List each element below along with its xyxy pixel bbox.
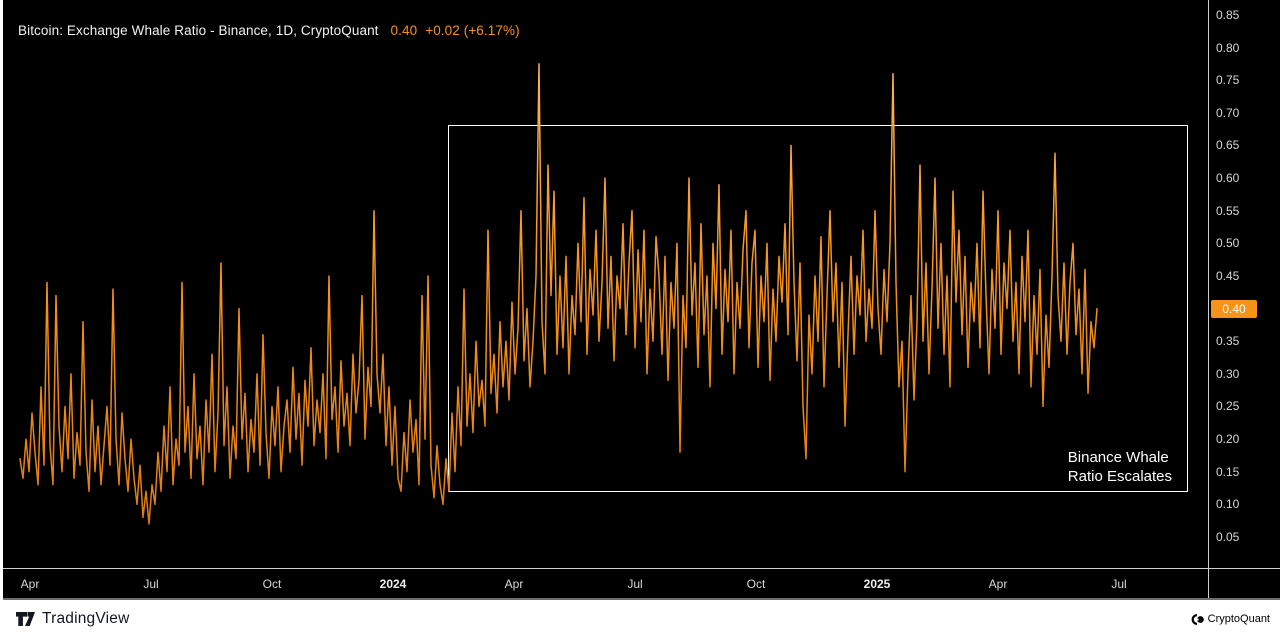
x-axis-tick: Jul [143, 577, 159, 591]
y-axis-tick: 0.85 [1216, 8, 1240, 22]
whale-ratio-line [19, 63, 1098, 525]
current-value: 0.40 [390, 23, 418, 38]
y-axis-tick: 0.10 [1216, 497, 1240, 511]
annotation-text: Binance Whale Ratio Escalates [1068, 448, 1172, 486]
tradingview-label: TradingView [42, 610, 130, 627]
x-axis-tick: Jul [627, 577, 643, 591]
y-axis-tick: 0.75 [1216, 73, 1240, 87]
y-axis-tick: 0.20 [1216, 432, 1240, 446]
y-axis-tick: 0.55 [1216, 204, 1240, 218]
x-axis-tick: Oct [746, 577, 766, 591]
price-line-chart[interactable] [3, 0, 1280, 598]
annotation-line-1: Binance Whale [1067, 449, 1169, 466]
y-axis-tick: 0.80 [1216, 41, 1240, 55]
price-scale[interactable]: 0.85 0.80 0.75 0.70 0.65 0.60 0.55 0.50 … [1209, 0, 1280, 568]
y-axis-tick: 0.70 [1216, 106, 1240, 120]
chart-legend-row: Bitcoin: Exchange Whale Ratio - Binance,… [18, 23, 520, 38]
tradingview-logo[interactable]: TradingView [16, 610, 130, 628]
y-axis-tick: 0.30 [1216, 367, 1240, 381]
y-axis-tick: 0.60 [1216, 171, 1240, 185]
cryptoquant-label: CryptoQuant [1207, 613, 1270, 625]
cryptoquant-logo[interactable]: CryptoQuant [1191, 613, 1270, 625]
chart-title: Bitcoin: Exchange Whale Ratio - Binance,… [18, 23, 379, 38]
annotation-box[interactable]: Binance Whale Ratio Escalates [448, 125, 1188, 492]
x-axis-tick: Jul [1111, 577, 1127, 591]
x-axis-tick-year: 2025 [863, 577, 891, 591]
x-axis-tick: Oct [262, 577, 282, 591]
annotation-line-2: Ratio Escalates [1067, 468, 1172, 485]
x-axis-tick: Apr [504, 577, 524, 591]
last-price-label: 0.40 [1211, 300, 1257, 318]
y-axis-tick: 0.50 [1216, 236, 1240, 250]
x-axis-tick: Apr [988, 577, 1008, 591]
y-axis-tick: 0.15 [1216, 465, 1240, 479]
footer-bar: TradingView CryptoQuant [0, 600, 1280, 638]
y-axis-tick: 0.35 [1216, 334, 1240, 348]
value-change: +0.02 (+6.17%) [425, 23, 520, 38]
cryptoquant-icon [1191, 613, 1204, 625]
chart-panel[interactable]: Bitcoin: Exchange Whale Ratio - Binance,… [3, 0, 1280, 600]
y-axis-tick: 0.05 [1216, 530, 1240, 544]
time-axis-separator [3, 568, 1280, 569]
tradingview-icon [16, 611, 35, 626]
x-axis-tick-year: 2024 [379, 577, 407, 591]
y-axis-tick: 0.65 [1216, 138, 1240, 152]
x-axis-tick: Apr [20, 577, 40, 591]
y-axis-tick: 0.45 [1216, 269, 1240, 283]
y-axis-tick: 0.25 [1216, 399, 1240, 413]
time-scale[interactable]: Apr Jul Oct 2024 Apr Jul Oct 2025 Apr Ju… [3, 569, 1280, 598]
price-axis-separator [1208, 0, 1209, 598]
